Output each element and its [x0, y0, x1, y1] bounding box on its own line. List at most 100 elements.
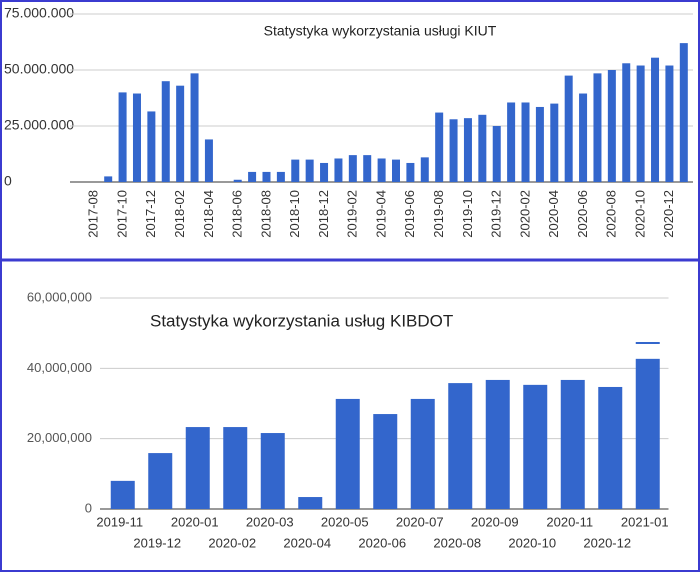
x-tick-label: 2020-03: [246, 514, 294, 529]
x-tick-label: 2020-04: [283, 535, 331, 550]
bar: [485, 379, 510, 509]
x-tick-label: 2020-11: [546, 514, 593, 529]
x-tick-label: 2020-10: [508, 535, 556, 550]
x-tick-label: 2018-12: [316, 190, 331, 238]
bar: [535, 106, 544, 182]
x-tick-label: 2019-08: [431, 190, 446, 238]
bar: [373, 414, 398, 509]
x-tick-label: 2020-06: [358, 535, 406, 550]
y-tick-label: 75.000.000: [4, 5, 74, 21]
x-tick-label: 2020-09: [471, 514, 519, 529]
bar: [593, 73, 602, 182]
bar: [132, 93, 141, 182]
bar: [410, 398, 435, 509]
bar: [190, 73, 199, 182]
y-tick-label: 20,000,000: [27, 430, 92, 445]
x-tick-label: 2020-02: [517, 190, 532, 238]
y-tick-label: 40,000,000: [27, 360, 92, 375]
y-tick-label: 60,000,000: [27, 289, 92, 304]
bar: [420, 157, 429, 182]
x-tick-label: 2020-10: [632, 190, 647, 238]
x-tick-label: 2019-02: [345, 190, 360, 238]
bar: [665, 65, 674, 182]
x-tick-label: 2019-11: [96, 514, 143, 529]
bar: [161, 81, 170, 182]
bar: [550, 103, 559, 182]
chart-title: Statystyka wykorzystania usługi KIUT: [264, 23, 497, 39]
x-tick-label: 2020-05: [321, 514, 369, 529]
x-tick-label: 2019-06: [402, 190, 417, 238]
bar: [622, 63, 631, 182]
y-tick-label: 0: [4, 173, 12, 189]
bar: [204, 139, 213, 182]
bar: [233, 179, 242, 182]
bar: [335, 398, 360, 509]
bar: [110, 480, 135, 509]
bar: [463, 118, 472, 182]
x-tick-label: 2020-06: [575, 190, 590, 238]
bar: [104, 176, 113, 182]
bar: [449, 119, 458, 182]
x-tick-label: 2018-10: [287, 190, 302, 238]
bar: [598, 386, 623, 509]
bar: [651, 57, 660, 182]
bar: [635, 358, 660, 509]
bar: [392, 159, 400, 182]
bar: [320, 162, 329, 182]
bar: [406, 162, 415, 182]
x-tick-label: 2018-06: [230, 190, 245, 238]
bar: [564, 75, 573, 182]
bar: [185, 427, 210, 509]
bar: [636, 65, 645, 182]
x-tick-label: 2020-12: [583, 535, 631, 550]
bar: [118, 92, 127, 182]
y-tick-label: 25.000.000: [4, 117, 74, 133]
x-tick-label: 2020-08: [433, 535, 481, 550]
bar: [262, 171, 271, 182]
bar: [248, 171, 257, 182]
x-tick-label: 2019-12: [489, 190, 504, 238]
x-tick-label: 2018-08: [258, 190, 273, 238]
bar: [521, 102, 530, 182]
bar: [377, 158, 386, 182]
chart-title: Statystyka wykorzystania usług KIBDOT: [150, 311, 453, 330]
bar: [435, 112, 444, 182]
x-tick-label: 2019-12: [133, 535, 181, 550]
bar: [260, 433, 285, 509]
bar: [679, 43, 688, 183]
bar: [560, 379, 585, 509]
x-tick-label: 2020-08: [604, 190, 619, 238]
bar: [276, 171, 285, 182]
bar: [298, 497, 323, 509]
x-tick-label: 2017-08: [86, 190, 101, 238]
x-tick-label: 2021-01: [621, 514, 669, 529]
y-tick-label: 50.000.000: [4, 61, 74, 77]
x-tick-label: 2017-12: [143, 190, 158, 238]
x-tick-label: 2018-04: [201, 190, 216, 238]
bar: [147, 111, 156, 182]
bar: [478, 114, 487, 182]
x-tick-label: 2020-02: [208, 535, 256, 550]
bar: [291, 159, 300, 182]
x-tick-label: 2020-07: [396, 514, 444, 529]
y-tick-label: 0: [85, 500, 92, 515]
bar: [148, 453, 173, 509]
bar: [334, 158, 343, 182]
bar: [448, 383, 473, 509]
bar: [579, 93, 588, 182]
bar: [507, 102, 516, 182]
x-tick-label: 2019-10: [460, 190, 475, 238]
x-tick-label: 2020-01: [171, 514, 219, 529]
x-tick-label: 2017-10: [114, 190, 129, 238]
bar: [492, 126, 501, 182]
bar: [523, 384, 548, 509]
x-tick-label: 2019-04: [373, 190, 388, 238]
bar: [363, 155, 372, 182]
x-tick-label: 2018-02: [172, 190, 187, 238]
x-tick-label: 2020-12: [661, 190, 676, 238]
bar: [305, 159, 314, 182]
bar: [176, 85, 185, 182]
x-tick-label: 2020-04: [546, 190, 561, 238]
